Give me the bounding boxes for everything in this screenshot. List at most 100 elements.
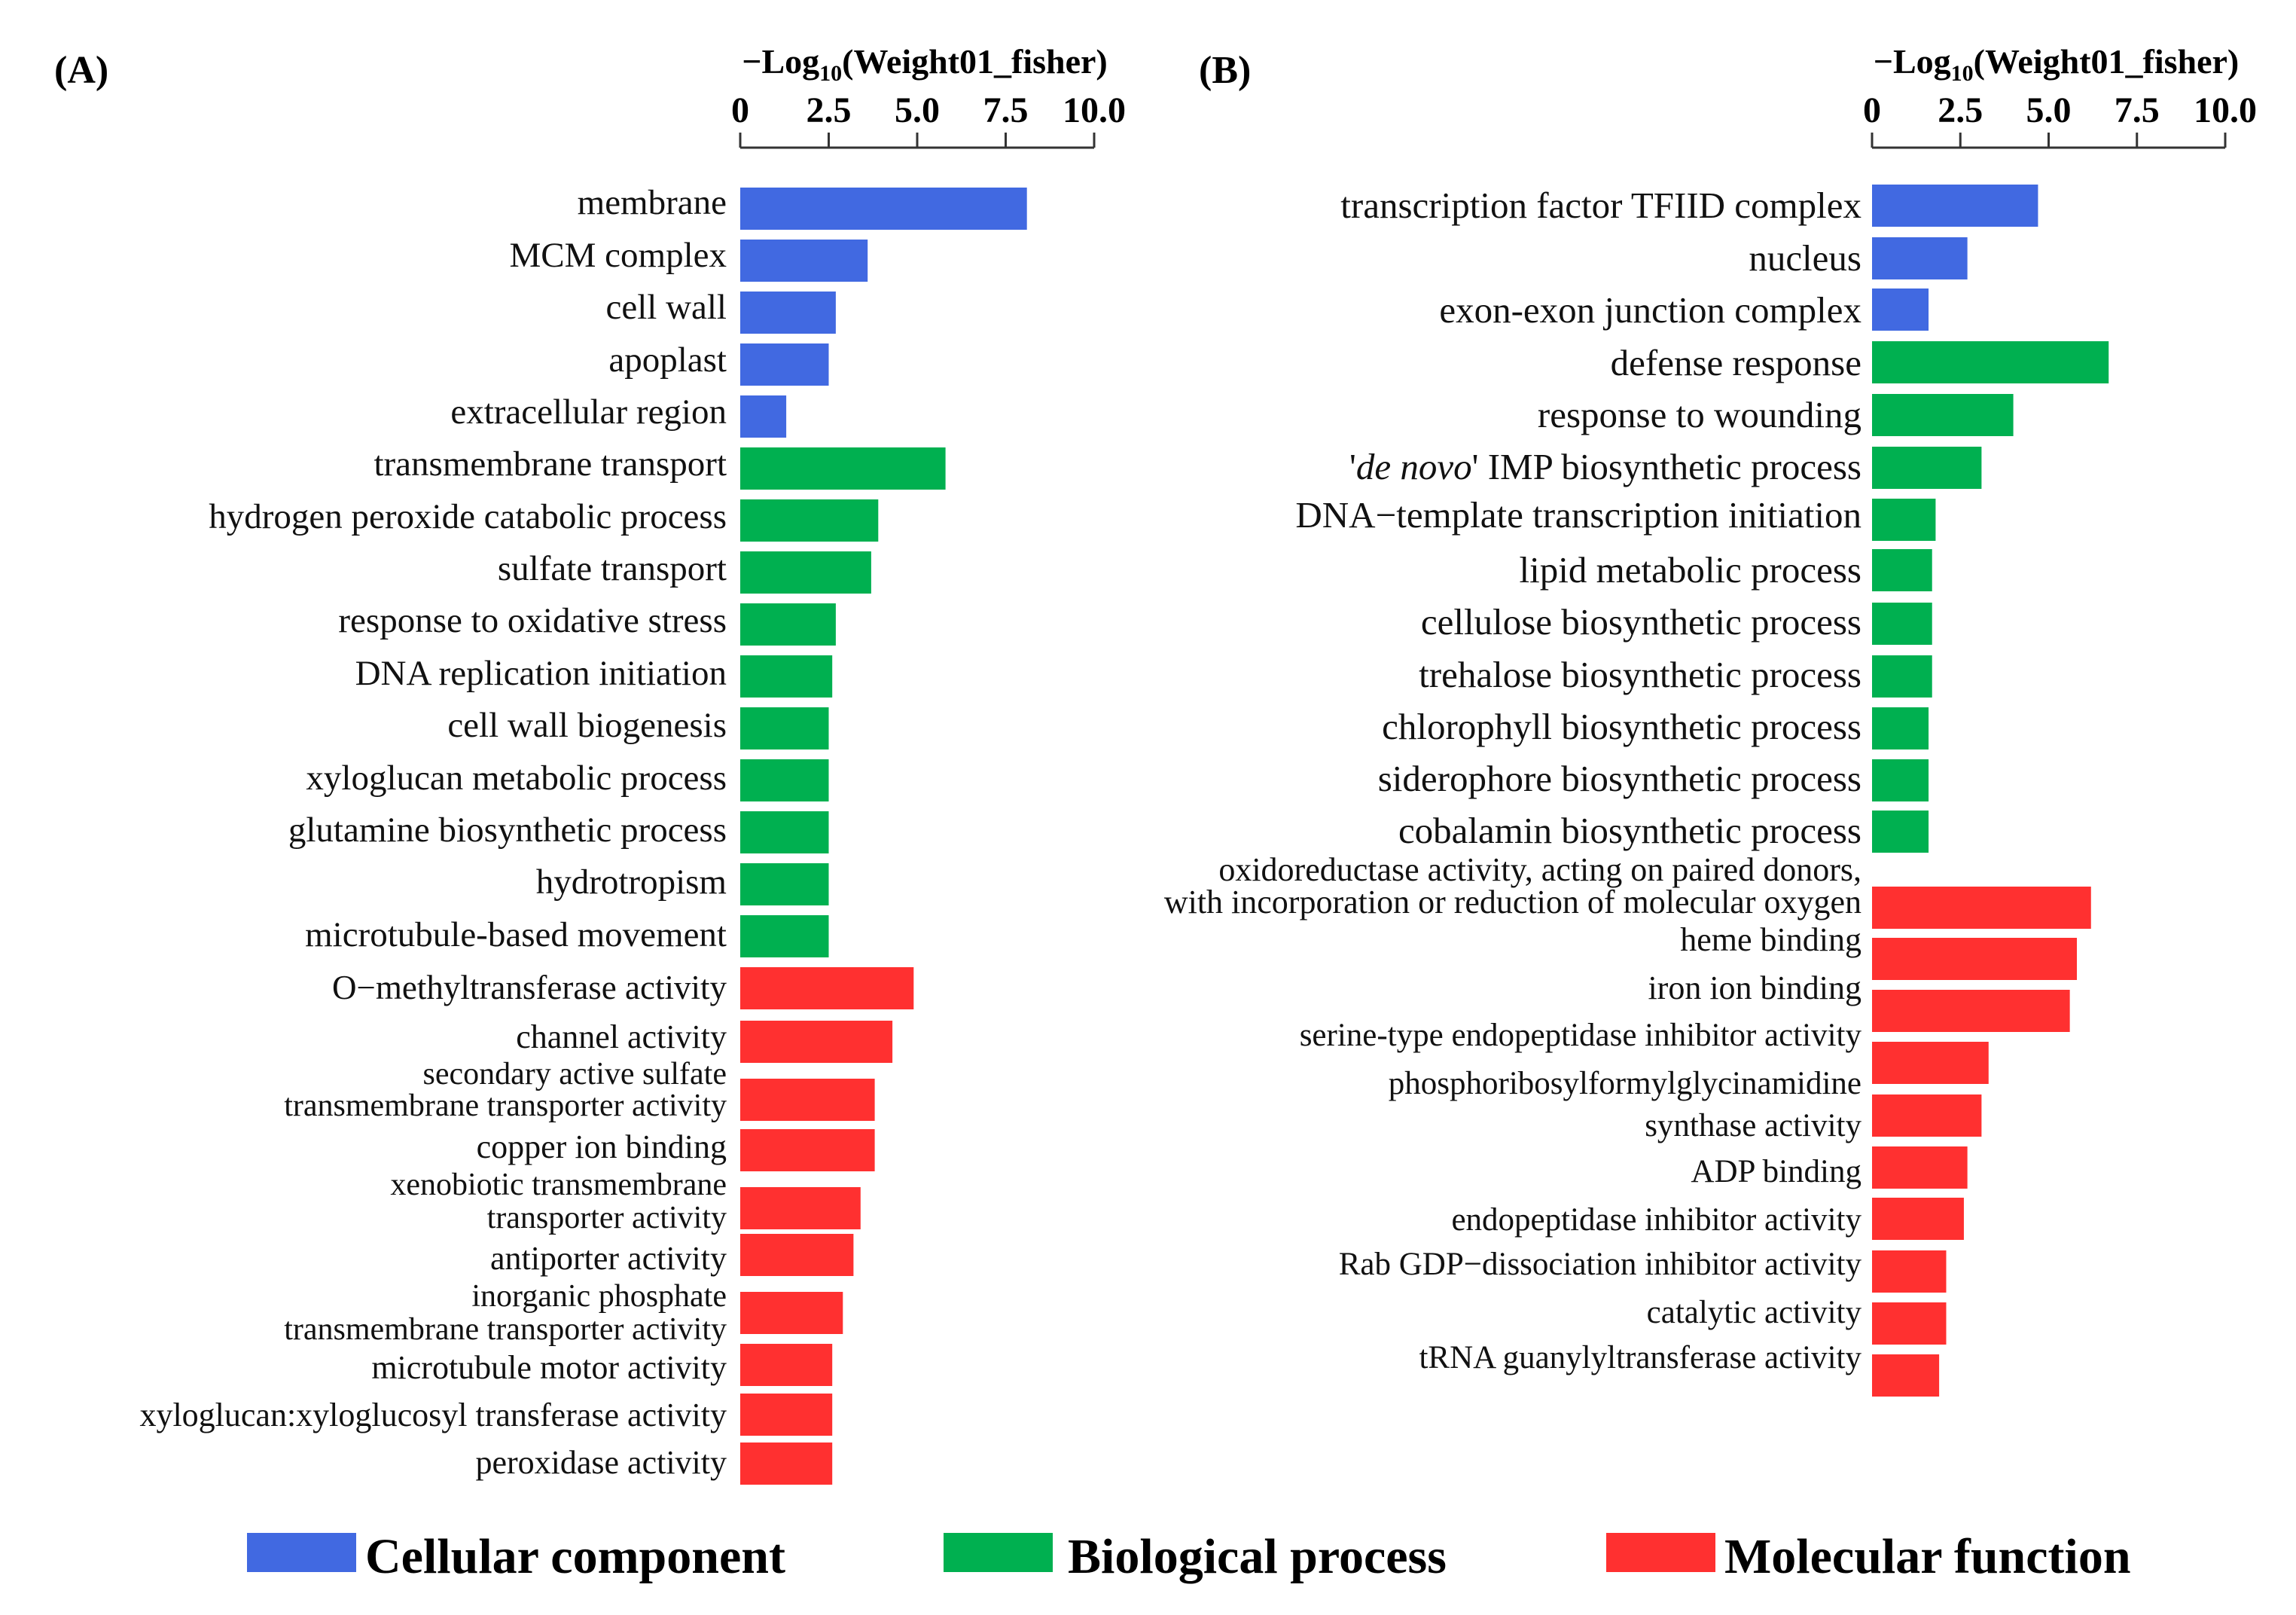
- category-label: transcription factor TFIID complex: [1340, 185, 1861, 226]
- bar: [1872, 341, 2109, 383]
- bar: [740, 343, 829, 386]
- category-label: cell wall: [605, 288, 727, 327]
- bar: [740, 499, 879, 542]
- category-label: tRNA guanylyltransferase activity: [1419, 1340, 1861, 1375]
- legend-swatch: [944, 1533, 1053, 1572]
- bar: [740, 1292, 843, 1334]
- panel-label: (A): [54, 49, 108, 92]
- category-label: defense response: [1611, 342, 1861, 383]
- category-label: chlorophyll biosynthetic process: [1382, 706, 1861, 747]
- x-tick-label: 7.5: [983, 90, 1029, 130]
- x-tick-label: 10.0: [1063, 90, 1126, 130]
- x-tick-label: 2.5: [806, 90, 852, 130]
- bar: [1872, 237, 1968, 279]
- x-axis-title: −Log10(Weight01_fisher): [742, 42, 1108, 86]
- category-label: endopeptidase inhibitor activity: [1451, 1202, 1861, 1238]
- category-label: DNA replication initiation: [355, 654, 727, 693]
- bar: [1872, 990, 2070, 1032]
- category-label: cell wall biogenesis: [447, 706, 727, 745]
- bar: [1872, 811, 1929, 853]
- category-label: transmembrane transporter activity: [284, 1088, 727, 1123]
- bar: [1872, 1302, 1947, 1345]
- bar: [1872, 499, 1936, 541]
- bar: [740, 1394, 833, 1436]
- category-label: Rab GDP−dissociation inhibitor activity: [1339, 1247, 1862, 1282]
- category-label: apoplast: [608, 340, 727, 380]
- category-label: O−methyltransferase activity: [332, 969, 727, 1006]
- legend-label: Biological process: [1068, 1529, 1447, 1584]
- x-axis-title: −Log10(Weight01_fisher): [1874, 42, 2240, 86]
- bar: [1872, 549, 1932, 591]
- panel-a: (A) −Log10(Weight01_fisher)0 2.5 5.0 7.5 10.0…: [54, 42, 1126, 1485]
- bar: [740, 967, 914, 1009]
- panel-b: (B) −Log10(Weight01_fisher)0 2.5 5.0 7.5 10.0…: [1164, 42, 2257, 1397]
- legend-label: Cellular component: [365, 1529, 785, 1584]
- legend-swatch: [1606, 1533, 1715, 1572]
- legend-item-molecular: Molecular function: [1606, 1529, 2131, 1584]
- bar: [740, 395, 787, 438]
- category-label: trehalose biosynthetic process: [1419, 654, 1861, 695]
- bar: [740, 1129, 875, 1171]
- category-label: transmembrane transporter activity: [284, 1312, 727, 1347]
- category-label: antiporter activity: [490, 1240, 727, 1277]
- bar: [1872, 759, 1929, 801]
- category-label: peroxidase activity: [475, 1444, 727, 1481]
- bar: [740, 759, 829, 801]
- bar: [740, 551, 871, 594]
- bar: [740, 1079, 875, 1121]
- category-label: transmembrane transport: [374, 444, 727, 484]
- bar: [1872, 603, 1932, 645]
- bar: [740, 1234, 854, 1276]
- category-label: xyloglucan:xyloglucosyl transferase acti…: [139, 1397, 727, 1433]
- category-label: lipid metabolic process: [1520, 549, 1862, 591]
- bar: [1872, 185, 2038, 227]
- x-tick-label: 0: [1863, 90, 1881, 130]
- category-label: serine-type endopeptidase inhibitor acti…: [1300, 1018, 1862, 1053]
- bar: [740, 811, 829, 853]
- bar: [1872, 655, 1932, 698]
- category-label: iron ion binding: [1648, 969, 1861, 1006]
- category-label: xenobiotic transmembrane: [390, 1168, 727, 1202]
- category-label: sulfate transport: [498, 549, 727, 588]
- legend-item-cellular: Cellular component: [247, 1529, 785, 1584]
- bar: [740, 915, 829, 957]
- category-label: MCM complex: [509, 236, 727, 275]
- x-tick-label: 0: [731, 90, 749, 130]
- category-label: 'de novo' IMP biosynthetic process: [1349, 446, 1861, 487]
- bar: [740, 1187, 861, 1229]
- category-label: siderophore biosynthetic process: [1378, 758, 1861, 799]
- category-label: with incorporation or reduction of molec…: [1164, 884, 1861, 920]
- legend-item-biological: Biological process: [944, 1529, 1447, 1584]
- panels: (A) −Log10(Weight01_fisher)0 2.5 5.0 7.5 10.0…: [54, 42, 2257, 1485]
- bar: [1872, 1094, 1982, 1137]
- bar: [740, 188, 1027, 230]
- bar: [740, 1443, 833, 1485]
- category-label: phosphoribosylformylglycinamidine: [1389, 1066, 1861, 1101]
- bar: [1872, 1198, 1964, 1240]
- x-tick-label: 5.0: [895, 90, 940, 130]
- panel-label: (B): [1199, 49, 1251, 92]
- bar: [1872, 938, 2078, 980]
- bar: [740, 240, 868, 282]
- category-label: copper ion binding: [477, 1128, 727, 1165]
- category-label: hydrotropism: [536, 862, 727, 902]
- bar: [740, 863, 829, 905]
- category-label: membrane: [578, 183, 727, 222]
- category-label: synthase activity: [1645, 1108, 1861, 1143]
- category-label: nucleus: [1749, 237, 1861, 279]
- bar: [1872, 1146, 1968, 1189]
- bar: [1872, 1250, 1947, 1293]
- bar: [740, 603, 836, 646]
- x-tick-label: 7.5: [2115, 90, 2160, 130]
- category-label: cobalamin biosynthetic process: [1398, 810, 1861, 851]
- x-tick-label: 2.5: [1938, 90, 1983, 130]
- bar: [740, 447, 946, 490]
- category-label: response to wounding: [1538, 394, 1861, 435]
- bar: [740, 655, 833, 698]
- category-label: xyloglucan metabolic process: [306, 759, 727, 798]
- category-label: extracellular region: [450, 392, 727, 432]
- bar: [1872, 707, 1929, 749]
- category-label: DNA−template transcription initiation: [1295, 494, 1861, 536]
- bar: [1872, 289, 1929, 331]
